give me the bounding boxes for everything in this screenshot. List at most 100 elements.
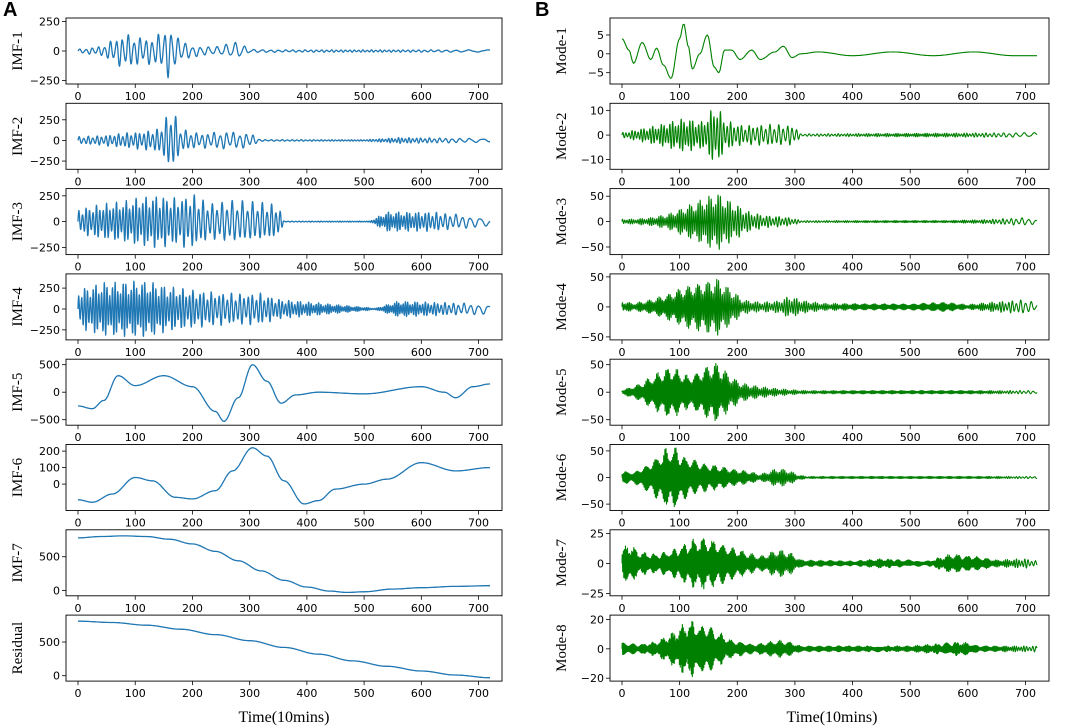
y-tick-label: −250 <box>30 74 60 87</box>
y-axis-label: Residual <box>10 622 26 675</box>
y-tick-label: 250 <box>39 190 60 203</box>
x-tick-label: 100 <box>669 346 690 359</box>
y-tick-label: 200 <box>39 445 60 458</box>
x-tick-label: 300 <box>239 261 260 274</box>
axes-frame <box>65 614 503 682</box>
x-tick-label: 0 <box>75 687 82 700</box>
x-tick-label: 600 <box>411 175 432 188</box>
y-tick-label: −50 <box>581 331 604 344</box>
x-tick-label: 300 <box>784 175 805 188</box>
x-tick-label: 300 <box>784 431 805 444</box>
x-tick-label: 300 <box>239 687 260 700</box>
y-tick-label: 500 <box>39 636 60 649</box>
series-line-imf-4 <box>77 280 491 337</box>
y-axis-label: IMF-5 <box>10 373 26 412</box>
y-tick-label: 0 <box>597 643 604 656</box>
x-tick-label: 400 <box>296 431 317 444</box>
y-tick-label: 0 <box>53 584 60 597</box>
x-tick-label: 600 <box>957 431 978 444</box>
y-tick-label: 5 <box>597 29 604 42</box>
x-tick-label: 100 <box>669 602 690 615</box>
x-tick-label: 500 <box>354 602 375 615</box>
x-tick-label: 500 <box>354 90 375 103</box>
x-tick-label: 300 <box>784 517 805 530</box>
x-tick-label: 700 <box>468 431 489 444</box>
y-axis-label: Mode-6 <box>554 453 570 501</box>
x-tick-label: 700 <box>1015 687 1036 700</box>
y-tick-label: 0 <box>597 301 604 314</box>
x-tick-label: 300 <box>239 346 260 359</box>
y-tick-label: 50 <box>590 445 604 458</box>
y-tick-label: 10 <box>590 105 604 118</box>
x-tick-label: 0 <box>75 517 82 530</box>
x-tick-label: 200 <box>727 261 748 274</box>
x-tick-label: 200 <box>727 90 748 103</box>
x-tick-label: 100 <box>669 687 690 700</box>
y-tick-label: 500 <box>39 551 60 564</box>
x-tick-label: 0 <box>75 90 82 103</box>
series-line-mode-2 <box>621 110 1038 160</box>
y-axis-label: IMF-3 <box>10 202 26 241</box>
x-axis-label-b: Time(10mins) <box>787 709 878 726</box>
x-tick-label: 600 <box>957 346 978 359</box>
y-axis-label: Mode-3 <box>554 198 570 246</box>
x-tick-label: 200 <box>182 687 203 700</box>
subplot-a-3: IMF-3 −250 0 250 0 100 200 300 400 500 600 700 <box>10 188 503 274</box>
series-line-mode-6 <box>621 447 1038 508</box>
x-tick-label: 400 <box>842 346 863 359</box>
y-tick-label: 50 <box>590 359 604 372</box>
x-tick-label: 400 <box>842 175 863 188</box>
x-tick-label: 400 <box>296 346 317 359</box>
x-tick-label: 0 <box>619 90 626 103</box>
x-tick-label: 400 <box>296 687 317 700</box>
subplot-a-5: IMF-5 −500 0 500 0 100 200 300 400 500 600 700 <box>10 358 503 444</box>
x-tick-label: 100 <box>125 687 146 700</box>
x-tick-label: 100 <box>125 90 146 103</box>
x-tick-label: 700 <box>1015 431 1036 444</box>
x-tick-label: 100 <box>125 175 146 188</box>
y-tick-label: 0 <box>53 134 60 147</box>
axes-frame <box>609 529 1050 597</box>
axes-frame <box>609 614 1050 682</box>
x-tick-label: 700 <box>1015 261 1036 274</box>
series-line-mode-7 <box>621 538 1038 590</box>
x-tick-label: 200 <box>182 261 203 274</box>
x-tick-label: 200 <box>182 602 203 615</box>
axes-frame <box>65 358 503 426</box>
y-tick-label: 0 <box>597 48 604 61</box>
x-tick-label: 400 <box>842 431 863 444</box>
x-tick-label: 0 <box>75 602 82 615</box>
x-tick-label: 400 <box>842 687 863 700</box>
x-tick-label: 100 <box>669 175 690 188</box>
y-tick-label: 250 <box>39 282 60 295</box>
y-tick-label: −500 <box>30 414 60 427</box>
series-line-imf-3 <box>77 194 491 249</box>
x-tick-label: 100 <box>125 346 146 359</box>
axes-frame <box>65 529 503 597</box>
y-tick-label: 0 <box>53 670 60 683</box>
x-tick-label: 500 <box>900 346 921 359</box>
x-tick-label: 0 <box>619 602 626 615</box>
x-tick-label: 700 <box>1015 602 1036 615</box>
x-tick-label: 300 <box>239 517 260 530</box>
x-tick-label: 100 <box>125 602 146 615</box>
axes-frame <box>65 102 503 170</box>
x-tick-label: 300 <box>784 261 805 274</box>
x-tick-label: 100 <box>669 431 690 444</box>
series-line-imf-6 <box>78 447 490 505</box>
x-tick-label: 600 <box>411 602 432 615</box>
x-tick-label: 300 <box>239 602 260 615</box>
x-tick-label: 100 <box>669 90 690 103</box>
panel-label-a: A <box>3 0 17 21</box>
x-tick-label: 500 <box>354 687 375 700</box>
y-tick-label: 500 <box>39 359 60 372</box>
series-line-residual <box>78 620 490 679</box>
x-tick-label: 700 <box>468 346 489 359</box>
y-tick-label: −20 <box>581 672 604 685</box>
x-tick-label: 0 <box>619 346 626 359</box>
axes-frame <box>609 102 1050 170</box>
x-tick-label: 0 <box>75 175 82 188</box>
y-axis-label: IMF-1 <box>10 31 26 70</box>
